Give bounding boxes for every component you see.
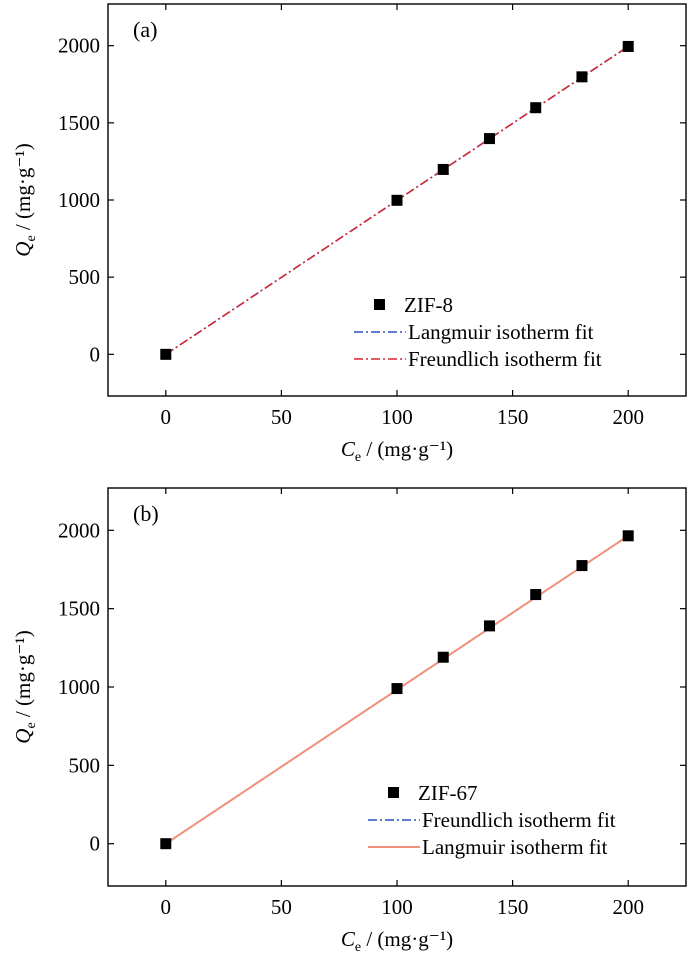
panel-label: (b) xyxy=(133,501,159,526)
legend-marker xyxy=(374,299,385,310)
legend-label: ZIF-8 xyxy=(404,293,453,317)
y-tick-label: 500 xyxy=(69,753,101,777)
data-point xyxy=(576,71,588,83)
x-tick-label: 150 xyxy=(497,895,529,919)
data-point xyxy=(391,194,403,206)
y-tick-label: 1000 xyxy=(58,675,100,699)
data-point xyxy=(530,589,542,601)
panel-label: (a) xyxy=(133,17,157,42)
axis-label-symbol: C xyxy=(341,437,356,461)
x-tick-label: 100 xyxy=(381,895,413,919)
data-point xyxy=(391,683,403,695)
y-tick-label: 0 xyxy=(90,342,101,366)
legend-label: Langmuir isotherm fit xyxy=(408,320,594,344)
y-tick-label: 2000 xyxy=(58,34,100,58)
x-tick-label: 0 xyxy=(161,405,172,429)
x-tick-label: 200 xyxy=(612,895,644,919)
legend-label: ZIF-67 xyxy=(418,781,478,805)
data-point xyxy=(622,530,634,542)
x-axis-label: Ce / (mg·g⁻¹) xyxy=(341,927,453,955)
x-tick-label: 50 xyxy=(271,405,292,429)
data-point xyxy=(160,838,172,850)
axis-label-subscript: e xyxy=(24,235,39,241)
legend: ZIF-8 Langmuir isotherm fit Freundlich iso… xyxy=(354,293,602,371)
y-tick-label: 1000 xyxy=(58,188,100,212)
x-axis-label: Ce / (mg·g⁻¹) xyxy=(341,437,453,465)
x-tick-label: 0 xyxy=(161,895,172,919)
data-point xyxy=(622,40,634,52)
axis-label-units: / (mg·g⁻¹) xyxy=(361,437,453,461)
data-point xyxy=(576,560,588,572)
data-point xyxy=(530,102,542,114)
y-axis-label: Qe / (mg·g⁻¹) xyxy=(11,630,39,743)
y-tick-label: 2000 xyxy=(58,518,100,542)
axis-label-symbol: Q xyxy=(11,729,35,744)
legend-label: Langmuir isotherm fit xyxy=(422,835,608,859)
axis-label-symbol: C xyxy=(341,927,356,951)
x-tick-label: 200 xyxy=(612,405,644,429)
x-tick-label: 100 xyxy=(381,405,413,429)
axis-label-subscript: e xyxy=(355,940,361,955)
x-tick-label: 50 xyxy=(271,895,292,919)
legend: ZIF-67 Freundlich isotherm fit Langmuir is… xyxy=(368,781,616,859)
axis-label-symbol: Q xyxy=(11,242,35,257)
axis-label-subscript: e xyxy=(24,722,39,728)
y-tick-label: 1500 xyxy=(58,597,100,621)
legend-marker xyxy=(388,787,399,798)
y-tick-label: 1500 xyxy=(58,111,100,135)
y-tick-label: 500 xyxy=(69,265,101,289)
y-tick-label: 0 xyxy=(90,832,101,856)
axis-label-subscript: e xyxy=(355,450,361,465)
legend-label: Freundlich isotherm fit xyxy=(422,808,616,832)
data-point xyxy=(437,163,449,175)
legend-label: Freundlich isotherm fit xyxy=(408,347,602,371)
axis-label-units: / (mg·g⁻¹) xyxy=(11,143,35,235)
data-point xyxy=(483,620,495,632)
y-axis-label: Qe / (mg·g⁻¹) xyxy=(11,143,39,256)
x-tick-label: 150 xyxy=(497,405,529,429)
data-point xyxy=(160,348,172,360)
axis-label-units: / (mg·g⁻¹) xyxy=(361,927,453,951)
data-point xyxy=(437,651,449,663)
data-point xyxy=(483,133,495,145)
axis-label-units: / (mg·g⁻¹) xyxy=(11,630,35,722)
